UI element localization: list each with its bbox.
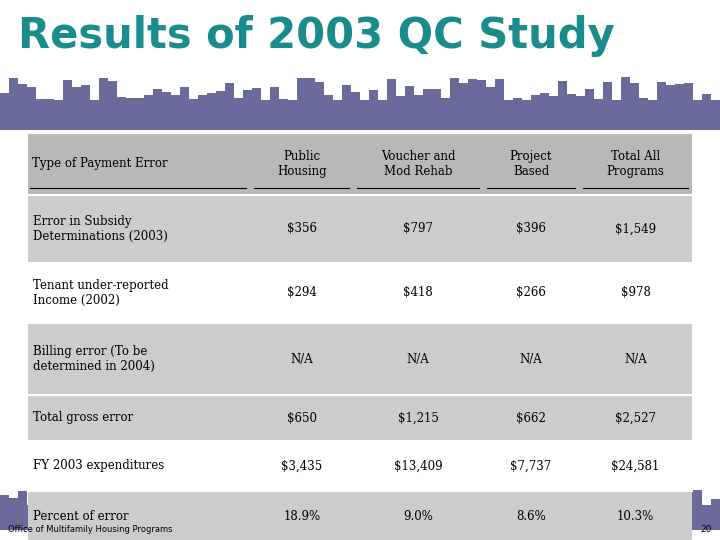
Text: $294: $294 [287, 287, 317, 300]
Bar [28, 323, 692, 395]
Text: Total All
Programs: Total All Programs [607, 150, 665, 178]
Bar [0, 505, 720, 530]
Text: 18.9%: 18.9% [284, 510, 320, 523]
Text: $797: $797 [403, 222, 433, 235]
Text: Public
Housing: Public Housing [277, 150, 327, 178]
Text: $266: $266 [516, 287, 546, 300]
Text: $24,581: $24,581 [611, 460, 660, 472]
Bar [28, 395, 692, 441]
Text: $662: $662 [516, 411, 546, 424]
Text: $978: $978 [621, 287, 650, 300]
Bar [28, 195, 692, 263]
Text: Tenant under-reported
Income (2002): Tenant under-reported Income (2002) [33, 279, 168, 307]
Text: N/A: N/A [407, 353, 429, 366]
Text: N/A: N/A [291, 353, 313, 366]
Text: $650: $650 [287, 411, 317, 424]
Text: 20: 20 [701, 525, 712, 534]
Text: Total gross error: Total gross error [33, 411, 133, 424]
Text: Project
Based: Project Based [510, 150, 552, 178]
Text: $13,409: $13,409 [394, 460, 442, 472]
Text: Error in Subsidy
Determinations (2003): Error in Subsidy Determinations (2003) [33, 215, 168, 243]
Polygon shape [0, 488, 720, 530]
Text: $356: $356 [287, 222, 317, 235]
Text: $7,737: $7,737 [510, 460, 552, 472]
Text: Voucher and
Mod Rehab: Voucher and Mod Rehab [381, 150, 455, 178]
Text: N/A: N/A [624, 353, 647, 366]
Bar [28, 441, 692, 491]
Text: Type of Payment Error: Type of Payment Error [32, 158, 168, 171]
Text: 10.3%: 10.3% [617, 510, 654, 523]
Bar [28, 491, 692, 540]
Text: 9.0%: 9.0% [403, 510, 433, 523]
Text: Billing error (To be
determined in 2004): Billing error (To be determined in 2004) [33, 345, 155, 373]
Text: 8.6%: 8.6% [516, 510, 546, 523]
Text: $2,527: $2,527 [615, 411, 656, 424]
Text: Results of 2003 QC Study: Results of 2003 QC Study [18, 15, 615, 57]
Bar [28, 263, 692, 323]
Text: $1,215: $1,215 [397, 411, 438, 424]
Text: FY 2003 expenditures: FY 2003 expenditures [33, 460, 164, 472]
Text: $396: $396 [516, 222, 546, 235]
Bar [0, 100, 720, 130]
Polygon shape [0, 77, 720, 130]
Text: $418: $418 [403, 287, 433, 300]
Text: $1,549: $1,549 [615, 222, 656, 235]
Text: $3,435: $3,435 [282, 460, 323, 472]
Text: Office of Multifamily Housing Programs: Office of Multifamily Housing Programs [8, 525, 173, 534]
Text: N/A: N/A [520, 353, 542, 366]
Bar [28, 133, 692, 195]
Text: Percent of error: Percent of error [33, 510, 129, 523]
